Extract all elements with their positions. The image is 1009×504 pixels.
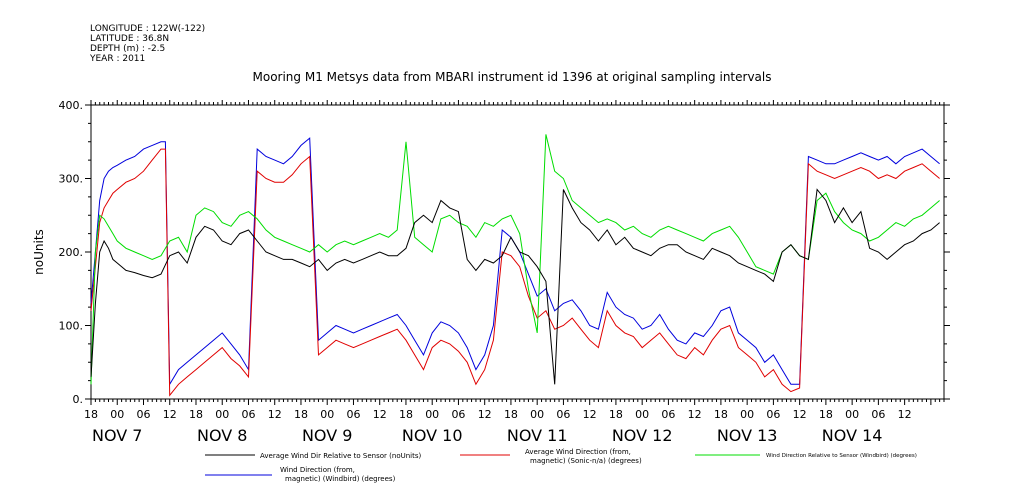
- y-tick-label: 200.: [59, 246, 84, 259]
- x-tick-label: 18: [84, 408, 98, 421]
- y-axis-label: noUnits: [32, 229, 46, 275]
- y-tick-labels: 0. 100. 200. 300. 400.: [59, 99, 84, 406]
- y-tick-label: 400.: [59, 99, 84, 112]
- x-tick-label: 18: [819, 408, 833, 421]
- y-tick-label: 300.: [59, 173, 84, 186]
- x-tick-label: 06: [766, 408, 780, 421]
- meta-year: YEAR : 2011: [89, 54, 145, 64]
- x-tick-label: 12: [793, 408, 807, 421]
- meta-latitude: LATITUDE : 36.8N: [90, 34, 169, 44]
- x-tick-label: 06: [661, 408, 675, 421]
- x-tick-label: 18: [609, 408, 623, 421]
- series-line-1: [90, 148, 940, 397]
- legend-label-2b: magnetic) (Sonic-n/a) (degrees): [530, 457, 642, 465]
- day-label: NOV 14: [822, 426, 883, 445]
- x-tick-label: 00: [740, 408, 754, 421]
- x-tick-labels: 18 00 06 12 18 00 06 12 18 00 06 12 18 00 06 12 18 00 06 12…: [84, 408, 912, 421]
- x-tick-label: 00: [320, 408, 334, 421]
- x-tick-label: 12: [478, 408, 492, 421]
- day-label: NOV 7: [92, 426, 143, 445]
- series-line-0: [90, 188, 940, 385]
- legend-label-3: Wind Direction Relative to Sensor (Windb…: [766, 453, 917, 459]
- x-tick-label: 18: [714, 408, 728, 421]
- y-tick-label: 0.: [73, 393, 84, 406]
- day-labels: NOV 7 NOV 8 NOV 9 NOV 10 NOV 11 NOV 12 NOV 13 N…: [92, 426, 882, 445]
- day-label: NOV 11: [507, 426, 568, 445]
- x-tick-label: 18: [504, 408, 518, 421]
- x-tick-label: 18: [294, 408, 308, 421]
- series-group: [90, 134, 940, 397]
- x-tick-label: 00: [530, 408, 544, 421]
- day-label: NOV 10: [402, 426, 463, 445]
- x-tick-label: 00: [635, 408, 649, 421]
- x-tick-label: 06: [136, 408, 150, 421]
- x-tick-label: 00: [215, 408, 229, 421]
- day-label: NOV 9: [302, 426, 353, 445]
- day-label: NOV 8: [197, 426, 248, 445]
- x-tick-label: 06: [241, 408, 255, 421]
- x-tick-label: 00: [425, 408, 439, 421]
- x-tick-label: 06: [556, 408, 570, 421]
- x-tick-label: 12: [583, 408, 597, 421]
- x-tick-label: 12: [163, 408, 177, 421]
- day-label: NOV 12: [612, 426, 673, 445]
- x-tick-label: 12: [688, 408, 702, 421]
- x-tick-label: 12: [898, 408, 912, 421]
- legend-label-1: Average Wind Dir Relative to Sensor (noU…: [260, 452, 421, 460]
- x-tick-label: 06: [346, 408, 360, 421]
- day-label: NOV 13: [717, 426, 778, 445]
- x-tick-label: 18: [189, 408, 203, 421]
- x-tick-label: 12: [268, 408, 282, 421]
- legend-label-4b: magnetic) (Windbird) (degrees): [285, 475, 396, 483]
- legend: Average Wind Dir Relative to Sensor (noU…: [205, 448, 917, 483]
- legend-label-2a: Average Wind Direction (from,: [525, 448, 631, 456]
- x-tick-label: 12: [373, 408, 387, 421]
- meta-depth: DEPTH (m) : -2.5: [90, 44, 165, 54]
- series-line-3: [90, 137, 940, 387]
- x-tick-label: 06: [871, 408, 885, 421]
- x-tick-label: 06: [451, 408, 465, 421]
- x-tick-label: 18: [399, 408, 413, 421]
- x-tick-label: 00: [110, 408, 124, 421]
- y-tick-label: 100.: [59, 320, 84, 333]
- plot-frame: [90, 104, 945, 400]
- axis-ticks: [85, 100, 950, 405]
- meta-longitude: LONGITUDE : 122W(-122): [90, 24, 205, 34]
- x-tick-label: 00: [845, 408, 859, 421]
- series-line-2: [90, 134, 940, 385]
- legend-label-4a: Wind Direction (from,: [280, 466, 355, 474]
- chart-title: Mooring M1 Metsys data from MBARI instru…: [253, 70, 772, 84]
